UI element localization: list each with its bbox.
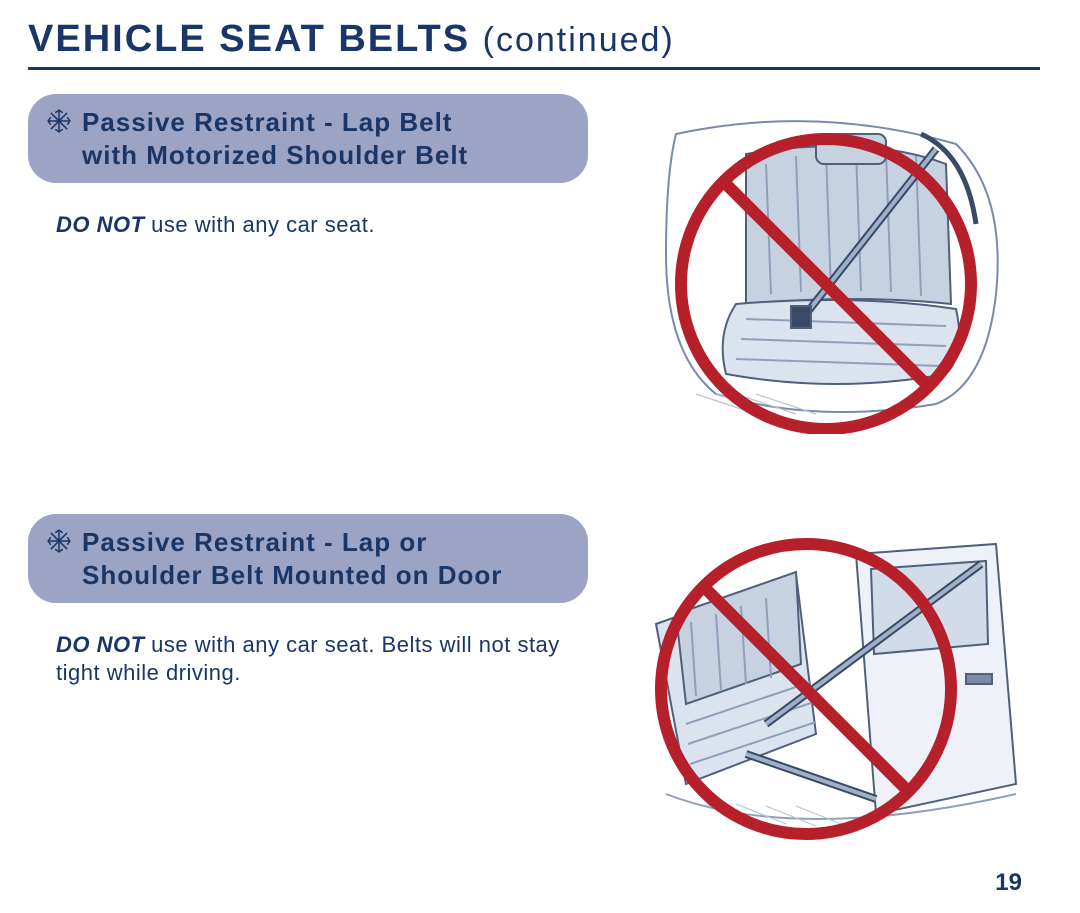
- heading-line1: Passive Restraint - Lap Belt: [82, 107, 452, 137]
- body-strong: DO NOT: [56, 212, 145, 237]
- section-passive-motorized: Passive Restraint - Lap Belt with Motori…: [28, 94, 1040, 434]
- body-text: DO NOT use with any car seat.: [28, 211, 588, 239]
- heading-text: Passive Restraint - Lap or Shoulder Belt…: [82, 526, 502, 591]
- body-text: DO NOT use with any car seat. Belts will…: [28, 631, 588, 686]
- heading-text: Passive Restraint - Lap Belt with Motori…: [82, 106, 468, 171]
- section-passive-door: Passive Restraint - Lap or Shoulder Belt…: [28, 514, 1040, 854]
- page-title: VEHICLE SEAT BELTS (continued): [28, 18, 1040, 61]
- illustration-seat-door: [612, 514, 1040, 854]
- title-continued: (continued): [483, 21, 675, 59]
- title-rule: [28, 67, 1040, 70]
- title-main: VEHICLE SEAT BELTS: [28, 18, 470, 60]
- illustration-seat-motorized: [612, 94, 1040, 434]
- heading-pill: Passive Restraint - Lap Belt with Motori…: [28, 94, 588, 183]
- heading-pill: Passive Restraint - Lap or Shoulder Belt…: [28, 514, 588, 603]
- heading-line1: Passive Restraint - Lap or: [82, 527, 427, 557]
- section-text-col: Passive Restraint - Lap or Shoulder Belt…: [28, 514, 588, 686]
- snowflake-icon: [46, 108, 72, 134]
- page-number: 19: [995, 869, 1022, 897]
- heading-line2: Shoulder Belt Mounted on Door: [82, 560, 502, 590]
- body-strong: DO NOT: [56, 632, 145, 657]
- heading-line2: with Motorized Shoulder Belt: [82, 140, 468, 170]
- snowflake-icon: [46, 528, 72, 554]
- body-rest: use with any car seat.: [145, 212, 375, 237]
- section-text-col: Passive Restraint - Lap Belt with Motori…: [28, 94, 588, 239]
